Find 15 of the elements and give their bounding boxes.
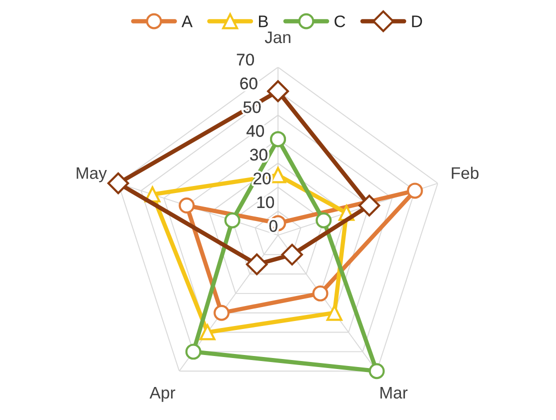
spoke-label: May bbox=[76, 167, 107, 182]
legend-label: A bbox=[182, 16, 193, 28]
spoke-label: Jan bbox=[264, 32, 290, 44]
y-tick-label: 10 bbox=[257, 196, 274, 208]
spoke-label: Mar bbox=[380, 386, 408, 399]
legend-label: B bbox=[258, 16, 268, 28]
y-tick-label: 70 bbox=[236, 54, 254, 66]
legend-label: C bbox=[334, 15, 346, 28]
spoke-label: Apr bbox=[150, 386, 176, 402]
y-tick-label: 40 bbox=[246, 125, 264, 137]
y-tick-label: 60 bbox=[240, 78, 258, 90]
y-tick-label: 30 bbox=[250, 148, 268, 161]
spoke-label: Feb bbox=[452, 166, 479, 179]
y-tick-label: 20 bbox=[254, 172, 271, 184]
legend-label: D bbox=[412, 16, 422, 28]
